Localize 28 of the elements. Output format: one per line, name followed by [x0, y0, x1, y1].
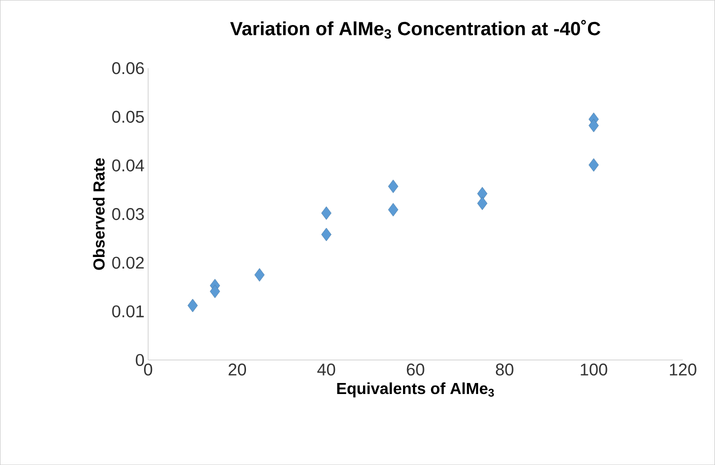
point	[388, 202, 398, 216]
x-tick-label: 40	[317, 363, 336, 376]
point	[188, 298, 198, 312]
x-tick-label: 120	[670, 363, 696, 376]
y-tick-label: 0.04	[112, 159, 144, 172]
y-tick-label: 0.01	[112, 305, 144, 318]
x-tick-label: 80	[496, 363, 514, 376]
y-tick-label: 0.02	[112, 256, 144, 269]
point	[477, 196, 488, 210]
point	[388, 180, 398, 193]
y-tick-label: 0.05	[112, 110, 144, 123]
chart-title: Variation of AlMe$_{3}$ Concentration at -40˚C	[230, 20, 600, 39]
x-tick-label: 20	[228, 363, 246, 376]
point	[588, 118, 599, 132]
y-tick-label: 0.03	[112, 208, 144, 220]
point	[254, 268, 265, 282]
y-tick-label: 0.06	[112, 62, 144, 74]
y-axis-title: Observed Rate	[92, 158, 105, 270]
x-axis-title: Equivalents of AlMe$_{3}$	[337, 382, 494, 398]
point	[321, 228, 332, 242]
y-tick-label: 0	[136, 354, 144, 366]
point	[321, 206, 332, 220]
x-tick-label: 100	[580, 363, 608, 376]
point	[477, 186, 488, 200]
x-tick-label: 60	[406, 363, 424, 376]
x-tick-label: 0	[144, 363, 152, 376]
point	[210, 284, 220, 298]
point	[588, 158, 599, 172]
